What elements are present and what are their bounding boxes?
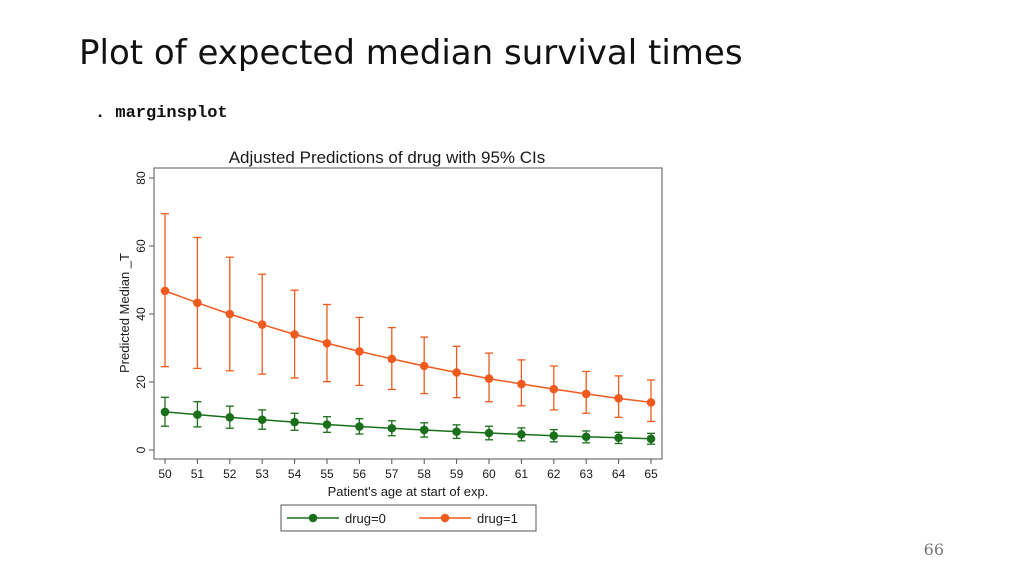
- data-point: [387, 354, 397, 364]
- y-axis-title: Predicted Median _T: [117, 253, 132, 373]
- y-tick-label: 0: [134, 446, 148, 453]
- plot-region: [153, 167, 663, 460]
- y-tick-label: 60: [134, 239, 148, 253]
- x-tick-label: 65: [644, 467, 658, 481]
- x-axis: 50 51 52 53 54 55 56 57 58 59 60 61 62 63 64 65: [158, 459, 658, 481]
- y-axis: 0 20 40 60 80: [134, 171, 154, 453]
- data-point: [160, 407, 170, 417]
- data-point: [646, 434, 656, 444]
- x-tick-label: 56: [353, 467, 367, 481]
- x-tick-label: 54: [288, 467, 302, 481]
- data-point: [484, 428, 494, 438]
- data-point: [581, 432, 591, 442]
- x-tick-label: 50: [158, 467, 172, 481]
- y-tick-label: 40: [134, 307, 148, 321]
- slide-title: Plot of expected median survival times: [79, 33, 743, 73]
- x-tick-label: 52: [223, 467, 237, 481]
- data-point: [193, 410, 202, 419]
- page-number: 66: [923, 540, 944, 559]
- x-tick-label: 61: [515, 467, 529, 481]
- x-tick-label: 60: [482, 467, 496, 481]
- series-layer: [160, 213, 656, 445]
- data-point: [646, 398, 656, 407]
- data-point: [160, 286, 170, 296]
- y-tick-label: 80: [134, 171, 148, 185]
- y-tick-label: 20: [134, 375, 148, 389]
- data-point: [355, 347, 364, 356]
- data-point: [517, 430, 526, 439]
- data-point: [549, 431, 559, 441]
- x-tick-label: 57: [385, 467, 399, 481]
- data-point: [517, 379, 526, 389]
- data-point: [419, 361, 429, 371]
- chart-title: Adjusted Predictions of drug with 95% CI…: [229, 148, 546, 167]
- data-point: [290, 417, 299, 427]
- legend-marker: [440, 513, 450, 523]
- data-point: [322, 338, 332, 348]
- data-point: [614, 433, 623, 443]
- x-tick-label: 51: [191, 467, 205, 481]
- x-tick-label: 62: [547, 467, 561, 481]
- x-tick-label: 58: [418, 467, 432, 481]
- x-tick-label: 63: [580, 467, 594, 481]
- series-drug=1: [160, 213, 656, 423]
- x-tick-label: 64: [612, 467, 626, 481]
- legend-label: drug=1: [477, 511, 518, 526]
- data-point: [452, 368, 461, 377]
- data-point: [193, 298, 202, 308]
- x-tick-label: 55: [320, 467, 334, 481]
- data-point: [484, 374, 494, 383]
- data-point: [387, 423, 397, 433]
- stata-command: . marginsplot: [95, 104, 228, 123]
- data-point: [419, 425, 429, 435]
- data-point: [257, 415, 267, 425]
- x-tick-label: 53: [256, 467, 270, 481]
- data-point: [355, 422, 364, 431]
- series-drug=0: [160, 396, 656, 445]
- data-point: [614, 394, 623, 403]
- data-point: [322, 420, 332, 429]
- data-point: [452, 427, 461, 436]
- data-point: [549, 384, 559, 394]
- data-point: [257, 320, 267, 329]
- x-axis-title: Patient's age at start of exp.: [328, 484, 489, 499]
- series-line: [164, 411, 652, 440]
- legend: drug=0 drug=1: [280, 504, 537, 532]
- legend-marker: [308, 513, 318, 523]
- series-line: [164, 290, 652, 404]
- data-point: [225, 413, 235, 422]
- data-point: [225, 309, 235, 319]
- x-tick-label: 59: [450, 467, 464, 481]
- data-point: [290, 330, 299, 339]
- data-point: [581, 389, 591, 399]
- legend-label: drug=0: [345, 511, 386, 526]
